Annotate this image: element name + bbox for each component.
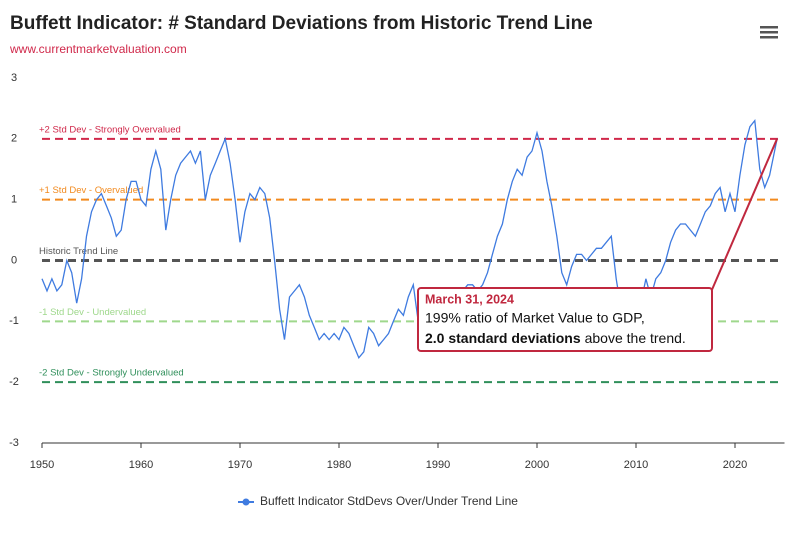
y-tick-label: -1 bbox=[9, 315, 19, 327]
legend-label: Buffett Indicator StdDevs Over/Under Tre… bbox=[260, 494, 518, 508]
y-tick-label: -2 bbox=[9, 376, 19, 388]
x-tick-label: 1980 bbox=[327, 459, 351, 471]
menu-bar bbox=[760, 36, 778, 39]
reference-label: +2 Std Dev - Strongly Overvalued bbox=[39, 124, 181, 135]
menu-bar bbox=[760, 31, 778, 34]
x-tick-label: 2010 bbox=[624, 459, 648, 471]
y-tick-label: 3 bbox=[11, 72, 17, 84]
reference-label: Historic Trend Line bbox=[39, 246, 118, 257]
y-tick-label: 0 bbox=[11, 254, 17, 266]
x-tick-label: 2000 bbox=[525, 459, 549, 471]
reference-label: -1 Std Dev - Undervalued bbox=[39, 307, 146, 318]
reference-label: -2 Std Dev - Strongly Undervalued bbox=[39, 368, 184, 379]
y-tick-label: 2 bbox=[11, 133, 17, 145]
annotation-text: 2.0 standard deviations above the trend. bbox=[425, 330, 686, 346]
chart-title: Buffett Indicator: # Standard Deviations… bbox=[10, 13, 593, 34]
menu-bar bbox=[760, 26, 778, 29]
x-tick-label: 1970 bbox=[228, 459, 252, 471]
y-tick-label: 1 bbox=[11, 194, 17, 206]
x-tick-label: 1990 bbox=[426, 459, 450, 471]
annotation-rest: above the trend. bbox=[585, 330, 686, 346]
data-line bbox=[41, 118, 778, 360]
annotation-bold: 2.0 standard deviations bbox=[425, 330, 581, 346]
legend-marker bbox=[242, 498, 250, 506]
legend-item[interactable]: Buffett Indicator StdDevs Over/Under Tre… bbox=[238, 494, 518, 508]
annotation-connector bbox=[710, 138, 778, 293]
reference-label: +1 Std Dev - Overvalued bbox=[39, 185, 143, 196]
annotation-box bbox=[417, 287, 713, 352]
x-tick-label: 1950 bbox=[30, 459, 54, 471]
chart-subtitle: www.currentmarketvaluation.com bbox=[9, 42, 187, 56]
annotation-text: 199% ratio of Market Value to GDP, bbox=[425, 310, 645, 326]
menu-button[interactable] bbox=[760, 26, 778, 39]
annotation-date: March 31, 2024 bbox=[425, 292, 514, 306]
x-tick-label: 1960 bbox=[129, 459, 153, 471]
x-tick-label: 2020 bbox=[723, 459, 747, 471]
y-tick-label: -3 bbox=[9, 437, 19, 449]
